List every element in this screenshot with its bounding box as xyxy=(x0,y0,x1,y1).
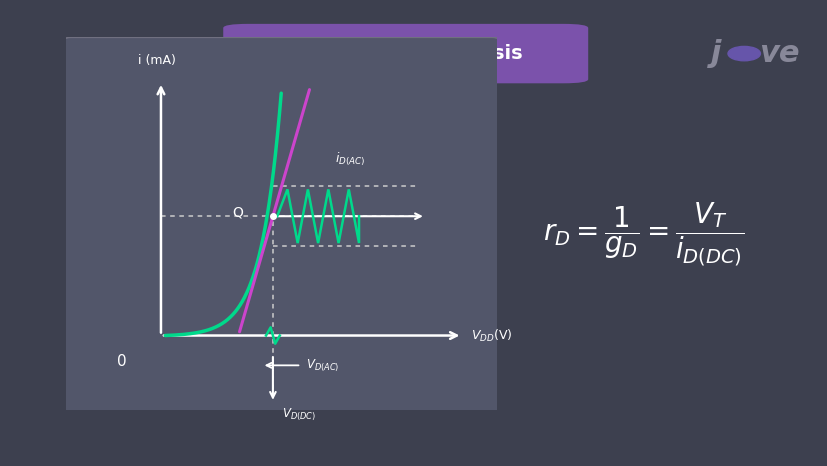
Text: $V_{D(AC)}$: $V_{D(AC)}$ xyxy=(305,357,339,374)
Text: j: j xyxy=(710,39,721,68)
Circle shape xyxy=(727,47,759,61)
Text: $r_D = \dfrac{1}{g_D} = \dfrac{V_T}{i_{D(DC)}}$: $r_D = \dfrac{1}{g_D} = \dfrac{V_T}{i_{D… xyxy=(543,200,743,268)
Text: Small-Signal Analysis: Small-Signal Analysis xyxy=(288,44,523,63)
FancyBboxPatch shape xyxy=(62,37,500,414)
Text: $V_{D(DC)}$: $V_{D(DC)}$ xyxy=(281,406,315,423)
Text: ve: ve xyxy=(758,39,798,68)
Text: 0: 0 xyxy=(117,354,127,369)
FancyBboxPatch shape xyxy=(223,24,587,83)
Text: Q: Q xyxy=(232,206,242,219)
Text: $i_{D(AC)}$: $i_{D(AC)}$ xyxy=(335,151,366,168)
Text: $V_{DD}$(V): $V_{DD}$(V) xyxy=(471,328,512,343)
Text: i (mA): i (mA) xyxy=(137,54,175,67)
